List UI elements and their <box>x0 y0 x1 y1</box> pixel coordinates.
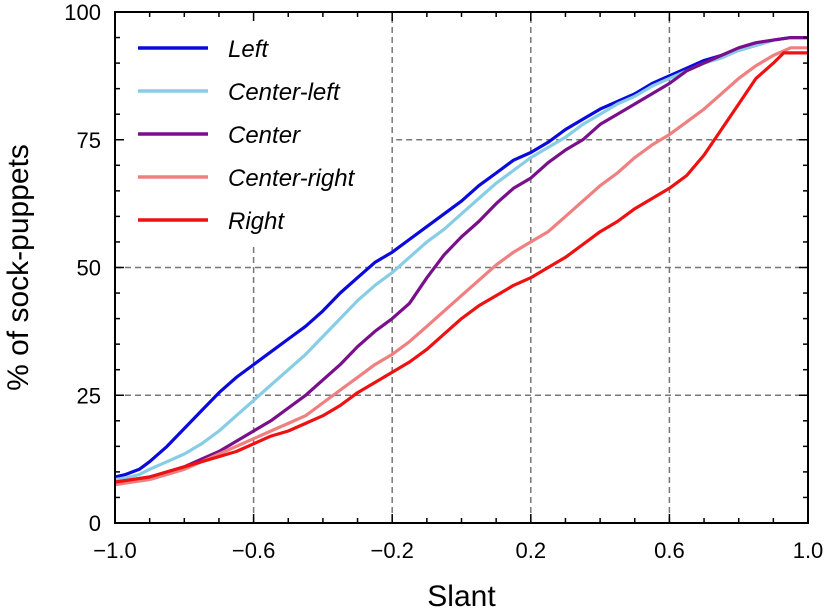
legend-label-right: Right <box>228 208 285 235</box>
series-line-left <box>114 35 808 479</box>
x-axis-title: Slant <box>427 580 496 613</box>
series-line-center-right <box>114 46 808 487</box>
legend: Left Center-left Center Center-right Right <box>138 36 356 235</box>
legend-label-left: Left <box>228 36 269 63</box>
x-tick-label: −1.0 <box>93 538 136 563</box>
series-line-center-left <box>114 35 808 482</box>
legend-label-center-right: Center-right <box>228 165 356 192</box>
y-axis-title: % of sock-puppets <box>2 144 35 391</box>
legend-label-center: Center <box>228 122 301 149</box>
series-lines <box>114 35 808 487</box>
x-tick-label: 1.0 <box>793 538 824 563</box>
grid-lines <box>115 12 808 523</box>
legend-label-center-left: Center-left <box>228 79 341 106</box>
y-tick-label: 50 <box>77 256 101 281</box>
x-tick-label: 0.6 <box>654 538 685 563</box>
axis-ticks <box>114 11 809 524</box>
tick-labels: −1.0 −0.6 −0.2 0.2 0.6 1.0 0 25 50 75 100 <box>64 0 823 563</box>
y-tick-label: 75 <box>77 128 101 153</box>
series-line-center <box>114 35 808 484</box>
y-tick-label: 100 <box>64 0 101 25</box>
x-tick-label: −0.2 <box>370 538 413 563</box>
series-line-right <box>114 51 808 484</box>
x-tick-label: 0.2 <box>516 538 547 563</box>
y-tick-label: 0 <box>89 511 101 536</box>
y-tick-label: 25 <box>77 383 101 408</box>
x-tick-label: −0.6 <box>232 538 275 563</box>
